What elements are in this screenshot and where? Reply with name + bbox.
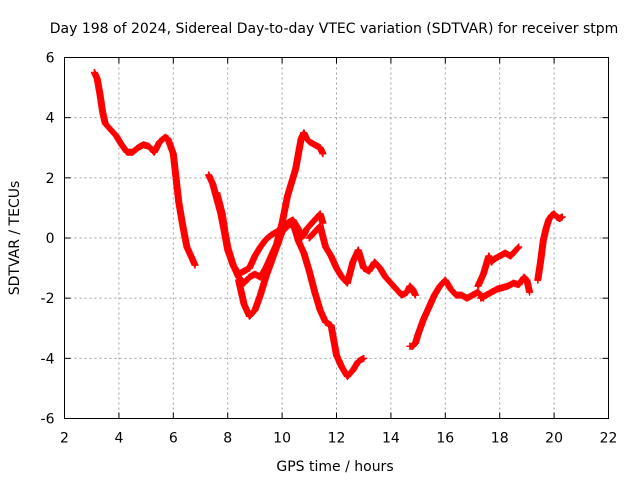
y-tick-label: 6: [46, 51, 55, 67]
y-tick-label: -2: [41, 291, 55, 307]
data-point: [360, 354, 368, 362]
data-point: [319, 150, 327, 158]
data-point: [514, 244, 522, 252]
data-track: [534, 210, 566, 284]
chart-title: Day 198 of 2024, Sidereal Day-to-day VTE…: [50, 21, 619, 37]
data-point: [515, 243, 523, 251]
x-tick-label: 6: [169, 431, 178, 447]
x-axis-label: GPS time / hours: [276, 459, 393, 475]
data-track: [90, 69, 199, 269]
x-tick-label: 22: [600, 431, 618, 447]
x-tick-label: 10: [273, 431, 291, 447]
y-tick-label: 2: [46, 171, 55, 187]
x-tick-label: 20: [545, 431, 563, 447]
y-tick-labels: -6 -4 -2 0 2 4 6: [41, 51, 55, 428]
data-track: [474, 243, 523, 290]
x-tick-label: 14: [382, 431, 400, 447]
x-tick-label: 4: [114, 431, 123, 447]
data-track: [235, 219, 368, 380]
y-tick-label: 0: [46, 231, 55, 247]
x-tick-label: 8: [223, 431, 232, 447]
x-tick-labels: 2 4 6 8 10 12 14 16 18 20 22: [60, 431, 617, 447]
y-tick-label: -4: [41, 351, 55, 367]
data-track: [477, 273, 534, 302]
grid: [64, 57, 609, 419]
data-point: [411, 291, 419, 299]
x-tick-label: 12: [328, 431, 346, 447]
ticks: [64, 57, 609, 419]
y-tick-label: -6: [41, 412, 55, 428]
y-tick-label: 4: [46, 111, 55, 127]
data-point: [526, 288, 534, 296]
x-tick-label: 18: [491, 431, 509, 447]
data-point: [558, 213, 566, 221]
data-point: [191, 261, 199, 269]
data-track: [305, 222, 419, 299]
x-tick-label: 2: [60, 431, 69, 447]
y-axis-label: SDTVAR / TECUs: [7, 181, 23, 296]
data-track: [406, 276, 487, 350]
data-points: [90, 69, 566, 380]
x-tick-label: 16: [436, 431, 454, 447]
